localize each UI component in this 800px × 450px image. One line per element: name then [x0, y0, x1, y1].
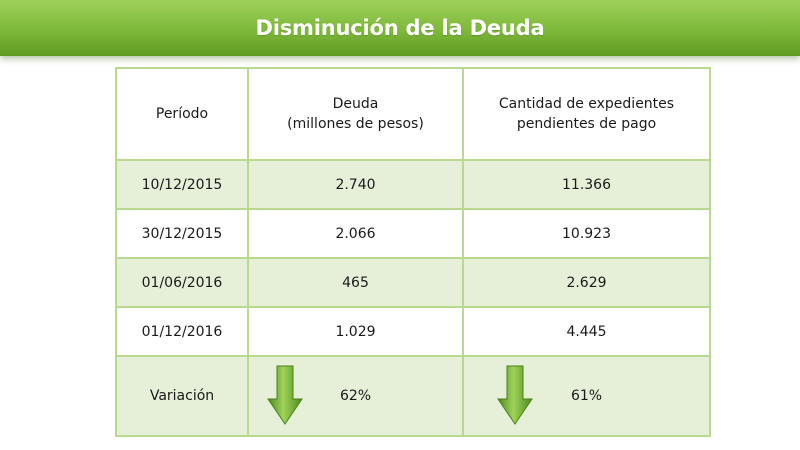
cell-deuda: 2.066	[247, 208, 464, 259]
down-arrow-icon	[497, 365, 533, 425]
table-header-row: Período Deuda (millones de pesos) Cantid…	[115, 67, 711, 161]
cell-deuda: 465	[247, 257, 464, 308]
cell-variacion-deuda: 62%	[247, 355, 464, 437]
debt-table-container: Período Deuda (millones de pesos) Cantid…	[115, 67, 711, 437]
cell-periodo: 30/12/2015	[115, 208, 249, 259]
cell-variacion-expedientes: 61%	[462, 355, 711, 437]
cell-expedientes: 11.366	[462, 159, 711, 210]
table-row: 10/12/2015 2.740 11.366	[115, 159, 711, 210]
table-row: 01/06/2016 465 2.629	[115, 257, 711, 308]
down-arrow-icon	[267, 365, 303, 425]
cell-expedientes: 10.923	[462, 208, 711, 259]
variacion-expedientes-value: 61%	[570, 388, 603, 404]
debt-table: Período Deuda (millones de pesos) Cantid…	[115, 67, 711, 437]
table-row: 01/12/2016 1.029 4.445	[115, 306, 711, 357]
table-row: 30/12/2015 2.066 10.923	[115, 208, 711, 259]
cell-deuda: 2.740	[247, 159, 464, 210]
page-title: Disminución de la Deuda	[255, 16, 545, 40]
header-expedientes: Cantidad de expedientes pendientes de pa…	[462, 67, 711, 161]
cell-variacion-label: Variación	[115, 355, 249, 437]
header-deuda-line2: (millones de pesos)	[287, 116, 424, 132]
cell-periodo: 01/12/2016	[115, 306, 249, 357]
header-deuda: Deuda (millones de pesos)	[247, 67, 464, 161]
title-banner: Disminución de la Deuda	[0, 0, 800, 56]
cell-expedientes: 2.629	[462, 257, 711, 308]
cell-periodo: 10/12/2015	[115, 159, 249, 210]
header-periodo: Período	[115, 67, 249, 161]
header-deuda-line1: Deuda	[332, 96, 379, 112]
header-expedientes-line2: pendientes de pago	[516, 116, 657, 132]
header-periodo-label: Período	[155, 106, 209, 122]
cell-deuda: 1.029	[247, 306, 464, 357]
cell-expedientes: 4.445	[462, 306, 711, 357]
cell-periodo: 01/06/2016	[115, 257, 249, 308]
variacion-row: Variación 62%	[115, 355, 711, 437]
variacion-deuda-value: 62%	[339, 388, 372, 404]
header-expedientes-line1: Cantidad de expedientes	[498, 96, 675, 112]
